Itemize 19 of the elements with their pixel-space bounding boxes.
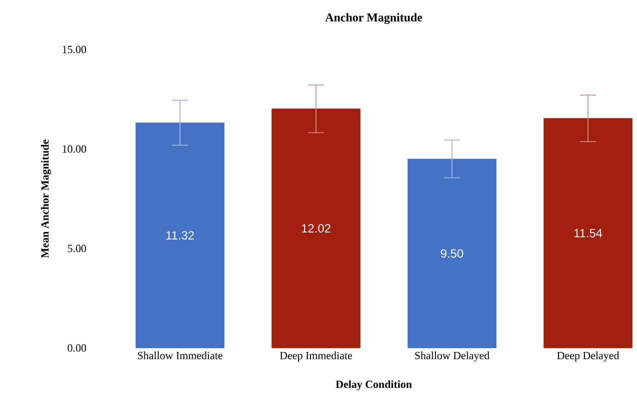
y-tick-label: 10.00 xyxy=(62,145,86,153)
chart-title: Anchor Magnitude xyxy=(325,13,422,24)
bar xyxy=(272,108,360,348)
data-label: 9.50 xyxy=(440,249,464,258)
x-axis-title: Delay Condition xyxy=(336,380,412,390)
data-label: 12.02 xyxy=(302,224,330,233)
x-tick-label: Shallow Delayed xyxy=(415,352,490,362)
data-label: 11.32 xyxy=(166,231,194,240)
x-tick-label: Shallow Immediate xyxy=(138,352,222,360)
bar xyxy=(408,158,496,348)
x-tick-label: Deep Immediate xyxy=(280,352,352,362)
bar xyxy=(136,122,224,348)
y-tick-label: 15.00 xyxy=(62,46,86,54)
data-label: 11.54 xyxy=(574,229,602,238)
y-axis-title: Mean Anchor Magnitude xyxy=(40,140,51,258)
y-tick-label: 0.00 xyxy=(68,344,86,352)
x-tick-label: Deep Delayed xyxy=(557,352,620,362)
y-tick-label: 5.00 xyxy=(68,244,86,252)
bar xyxy=(544,118,632,348)
